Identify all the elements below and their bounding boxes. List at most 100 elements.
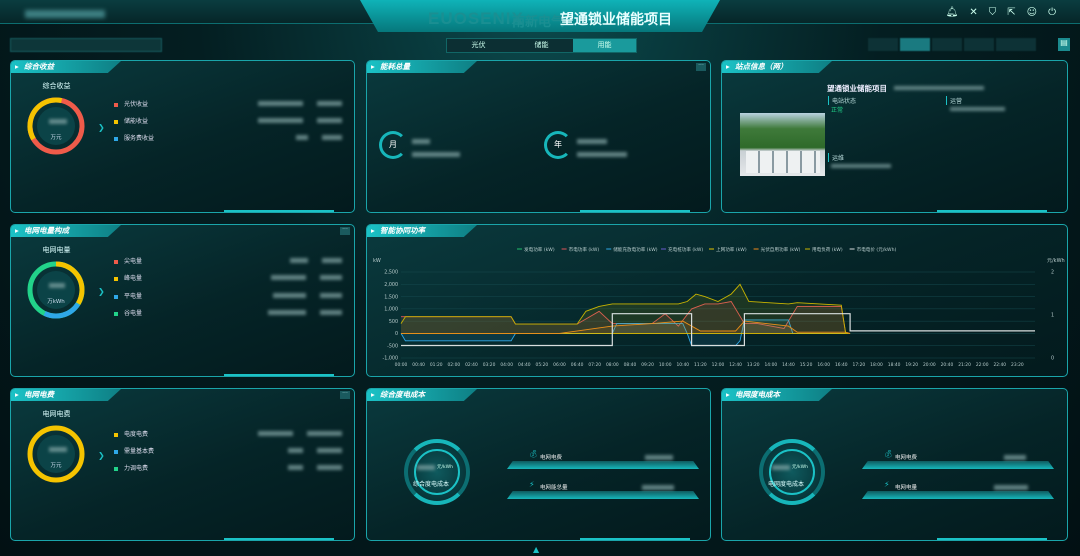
x-tick-label: 05:20	[536, 362, 549, 368]
legend-entry: 储能充放电功率 (kW)	[613, 246, 658, 253]
row-bar	[507, 461, 699, 469]
legend-label: 储能收益	[124, 118, 149, 125]
month-ring-icon: 月	[379, 131, 407, 159]
blurred-value	[322, 135, 342, 140]
legend-demand-fee: 需量基本费	[114, 446, 154, 455]
blurred-value	[317, 101, 342, 106]
income-donut	[27, 97, 85, 155]
legend-entry: 光伏自用功率 (kW)	[761, 246, 801, 253]
blurred-value	[258, 118, 303, 123]
blurred-value	[412, 139, 430, 144]
x-tick-label: 13:20	[747, 362, 760, 368]
tab-pv[interactable]: 光伏	[471, 41, 486, 49]
export-icon[interactable]: ⇱	[1007, 7, 1016, 18]
bell-icon[interactable]: 🔔︎	[945, 7, 959, 18]
tools-icon[interactable]: ✕	[969, 7, 978, 18]
site-selector[interactable]	[10, 38, 162, 52]
legend-service-income: 服务费收益	[114, 133, 154, 142]
panel-title: 能耗总量	[367, 61, 477, 73]
power-chart: 发电功率 (kW) 市电功率 (kW) 储能充放电功率 (kW) 充电桩功率 (kW)…	[373, 246, 1065, 368]
x-tick-label: 08:00	[606, 362, 619, 368]
blurred-value	[322, 258, 342, 263]
legend-pv-income: 光伏收益	[114, 99, 148, 108]
more-button[interactable]: ···	[696, 63, 706, 71]
legend-peak: 峰电量	[114, 273, 142, 282]
donut-unit: 万kWh	[47, 299, 65, 305]
grid-energy-panel: 电网电量构成 ··· 电网电量 万kWh ❯ 尖电量 峰电量 平电量 谷电量	[10, 224, 355, 377]
more-button[interactable]: ···	[340, 391, 350, 399]
y-axis-label-left: kW	[373, 258, 381, 264]
series-line	[400, 283, 847, 334]
legend-flat: 平电量	[114, 291, 142, 300]
row-bar	[862, 461, 1054, 469]
donut-unit: 万元	[50, 135, 62, 141]
cost-gauge	[759, 439, 825, 505]
y-axis-label-right: 元/kWh	[1047, 258, 1065, 264]
calendar-button[interactable]: ▤	[1058, 38, 1070, 51]
power-icon[interactable]: ⏻	[1048, 7, 1056, 18]
x-tick-label: 19:20	[905, 362, 918, 368]
date-picker[interactable]	[996, 38, 1036, 51]
period-tab[interactable]	[964, 38, 994, 51]
header-left-text	[25, 10, 105, 18]
grid-energy-donut	[27, 261, 85, 319]
period-tab-active[interactable]	[900, 38, 930, 51]
blurred-value	[642, 485, 674, 490]
blurred-value	[894, 86, 984, 90]
y-tick-label: -1,000	[383, 356, 398, 362]
blurred-value	[307, 431, 342, 436]
panel-accent	[224, 538, 334, 540]
y-tick-label-right: 0	[1051, 356, 1054, 362]
combined-cost-panel: 综合度电成本 元/kWh 综合度电成本 💰︎ 电网电费 ⚡︎ 电网能总量	[366, 388, 711, 541]
x-tick-label: 22:00	[976, 362, 989, 368]
period-tab[interactable]	[932, 38, 962, 51]
tab-storage[interactable]: 储能	[534, 41, 549, 49]
shield-icon[interactable]: ⛉	[988, 7, 997, 18]
panel-title: 综合收益	[11, 61, 121, 73]
x-tick-label: 09:20	[641, 362, 654, 368]
panel-title: 电网度电成本	[722, 389, 832, 401]
year-ring-icon: 年	[544, 131, 572, 159]
collapse-up-icon[interactable]: ▲	[533, 545, 540, 554]
donut-label: 综合收益	[42, 82, 71, 90]
tab-consumption[interactable]: 用能	[573, 39, 636, 52]
chevron-right-icon: ❯	[98, 451, 105, 460]
grid-cost-panel: 电网度电成本 元/kWh 电网度电成本 💰︎ 电网电费 ⚡︎ 电网电量	[721, 388, 1068, 541]
x-tick-label: 06:00	[553, 362, 566, 368]
legend-energy-fee: 电度电费	[114, 429, 148, 438]
row-label: 电网电费	[895, 455, 918, 461]
blurred-value	[320, 275, 342, 280]
period-tab[interactable]	[868, 38, 898, 51]
money-bag-icon: 💰︎	[884, 450, 893, 458]
x-tick-label: 00:00	[395, 362, 408, 368]
x-tick-label: 08:40	[624, 362, 637, 368]
series-line	[401, 313, 1035, 347]
maint-label: 运维	[828, 153, 844, 162]
x-tick-label: 17:20	[853, 362, 866, 368]
blurred-value	[288, 465, 303, 470]
x-tick-label: 23:20	[1011, 362, 1024, 368]
y-tick-label: 1,000	[384, 307, 398, 313]
x-tick-label: 04:40	[518, 362, 531, 368]
x-tick-label: 18:00	[870, 362, 883, 368]
legend-entry: 上网功率 (kW)	[716, 246, 747, 253]
series-area	[401, 319, 846, 346]
user-icon[interactable]: ☺	[1026, 7, 1038, 18]
legend-label: 峰电量	[124, 275, 143, 282]
y-tick-label-right: 1	[1051, 313, 1054, 319]
chevron-right-icon: ❯	[98, 287, 105, 296]
brand-logo: EUOSENIX	[428, 9, 524, 28]
blurred-value	[49, 447, 67, 452]
gauge-unit: 元/kWh	[437, 465, 453, 470]
mode-tabs: 光伏 储能 用能	[446, 38, 637, 53]
more-button[interactable]: ···	[340, 227, 350, 235]
brand-logo-cn: 南新电气	[512, 15, 565, 30]
blurred-value	[49, 119, 67, 124]
row-label: 电网电费	[540, 455, 563, 461]
series-line	[401, 320, 851, 334]
x-tick-label: 20:00	[923, 362, 936, 368]
blurred-value	[994, 485, 1028, 490]
x-tick-label: 18:40	[888, 362, 901, 368]
row-label: 电网电量	[895, 485, 918, 491]
x-tick-label: 02:00	[448, 362, 461, 368]
